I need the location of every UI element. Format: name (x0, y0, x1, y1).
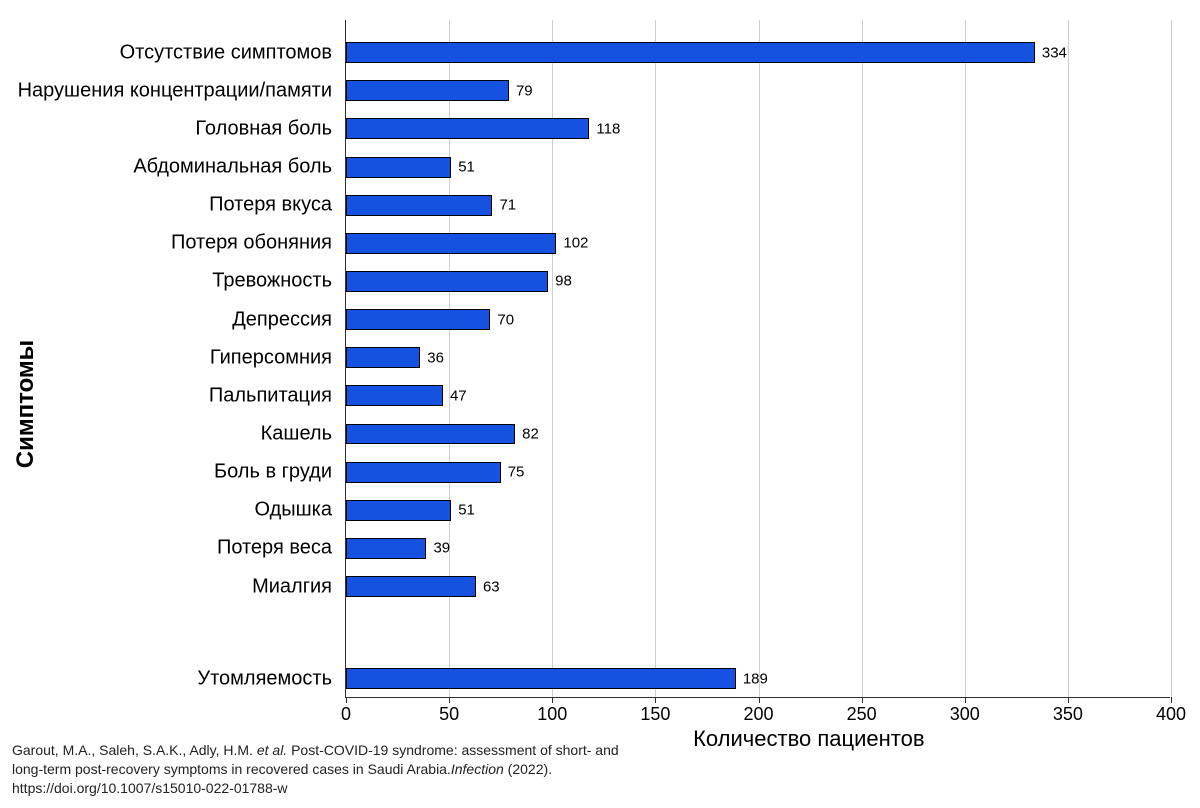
bar-value-label: 70 (497, 311, 514, 328)
citation-etal: et al. (257, 742, 287, 758)
bar-value-label: 98 (555, 273, 572, 290)
bar: 118 (346, 118, 589, 139)
plot-area: 050100150200250300350400334Отсутствие си… (345, 20, 1170, 698)
bar-value-label: 63 (483, 578, 500, 595)
bar-value-label: 51 (458, 502, 475, 519)
category-label: Абдоминальная боль (133, 156, 332, 179)
bar: 98 (346, 271, 548, 292)
bar-value-label: 71 (499, 197, 516, 214)
bar-value-label: 51 (458, 159, 475, 176)
category-label: Потеря вкуса (209, 194, 332, 217)
grid-line (965, 20, 966, 697)
grid-line (1068, 20, 1069, 697)
bar: 39 (346, 538, 426, 559)
x-tick (655, 697, 656, 703)
bar-value-label: 118 (596, 120, 620, 137)
citation-text: Garout, M.A., Saleh, S.A.K., Adly, H.M. … (12, 741, 632, 798)
category-label: Одышка (254, 499, 332, 522)
category-label: Кашель (261, 423, 332, 446)
x-tick-label: 50 (439, 704, 459, 725)
bar: 82 (346, 424, 515, 445)
chart-container: Симптомы 050100150200250300350400334Отсу… (0, 0, 1200, 808)
category-label: Депрессия (232, 308, 332, 331)
bar: 51 (346, 157, 451, 178)
grid-line (655, 20, 656, 697)
bar-value-label: 334 (1042, 44, 1067, 61)
bar: 79 (346, 80, 509, 101)
category-label: Утомляемость (197, 667, 332, 690)
bar: 47 (346, 385, 443, 406)
x-tick (759, 697, 760, 703)
bar: 75 (346, 462, 501, 483)
bar-value-label: 36 (427, 349, 444, 366)
grid-line (862, 20, 863, 697)
category-label: Потеря обоняния (171, 232, 332, 255)
category-label: Нарушения концентрации/памяти (18, 79, 332, 102)
bar: 334 (346, 42, 1035, 63)
x-tick (449, 697, 450, 703)
bar-value-label: 39 (433, 540, 450, 557)
category-label: Тревожность (212, 270, 332, 293)
category-label: Потеря веса (217, 537, 332, 560)
x-tick-label: 250 (847, 704, 877, 725)
x-tick-label: 100 (537, 704, 567, 725)
bar: 70 (346, 309, 490, 330)
category-label: Головная боль (195, 117, 332, 140)
x-tick (1068, 697, 1069, 703)
citation-authors: Garout, M.A., Saleh, S.A.K., Adly, H.M. (12, 742, 257, 758)
category-label: Пальпитация (209, 384, 332, 407)
x-tick-label: 200 (743, 704, 773, 725)
bar-value-label: 189 (743, 670, 768, 687)
x-axis-title: Количество пациентов (693, 726, 924, 752)
category-label: Миалгия (252, 575, 332, 598)
x-tick-label: 0 (341, 704, 351, 725)
bar: 189 (346, 668, 736, 689)
category-label: Гиперсомния (210, 346, 332, 369)
bar-value-label: 82 (522, 426, 539, 443)
x-tick (965, 697, 966, 703)
bar-value-label: 102 (563, 235, 588, 252)
citation-journal: Infection (451, 761, 504, 777)
x-tick (862, 697, 863, 703)
grid-line (759, 20, 760, 697)
x-tick (1171, 697, 1172, 703)
x-tick-label: 150 (640, 704, 670, 725)
x-tick (552, 697, 553, 703)
bar-value-label: 75 (508, 464, 525, 481)
x-tick-label: 300 (950, 704, 980, 725)
y-axis-title: Симптомы (12, 340, 40, 468)
bar-value-label: 79 (516, 82, 533, 99)
bar: 71 (346, 195, 492, 216)
x-tick (346, 697, 347, 703)
bar: 36 (346, 347, 420, 368)
bar: 63 (346, 576, 476, 597)
bar: 102 (346, 233, 556, 254)
category-label: Боль в груди (214, 461, 332, 484)
bar: 51 (346, 500, 451, 521)
grid-line (1171, 20, 1172, 697)
category-label: Отсутствие симптомов (120, 41, 332, 64)
bar-value-label: 47 (450, 387, 467, 404)
x-tick-label: 350 (1053, 704, 1083, 725)
x-tick-label: 400 (1156, 704, 1186, 725)
